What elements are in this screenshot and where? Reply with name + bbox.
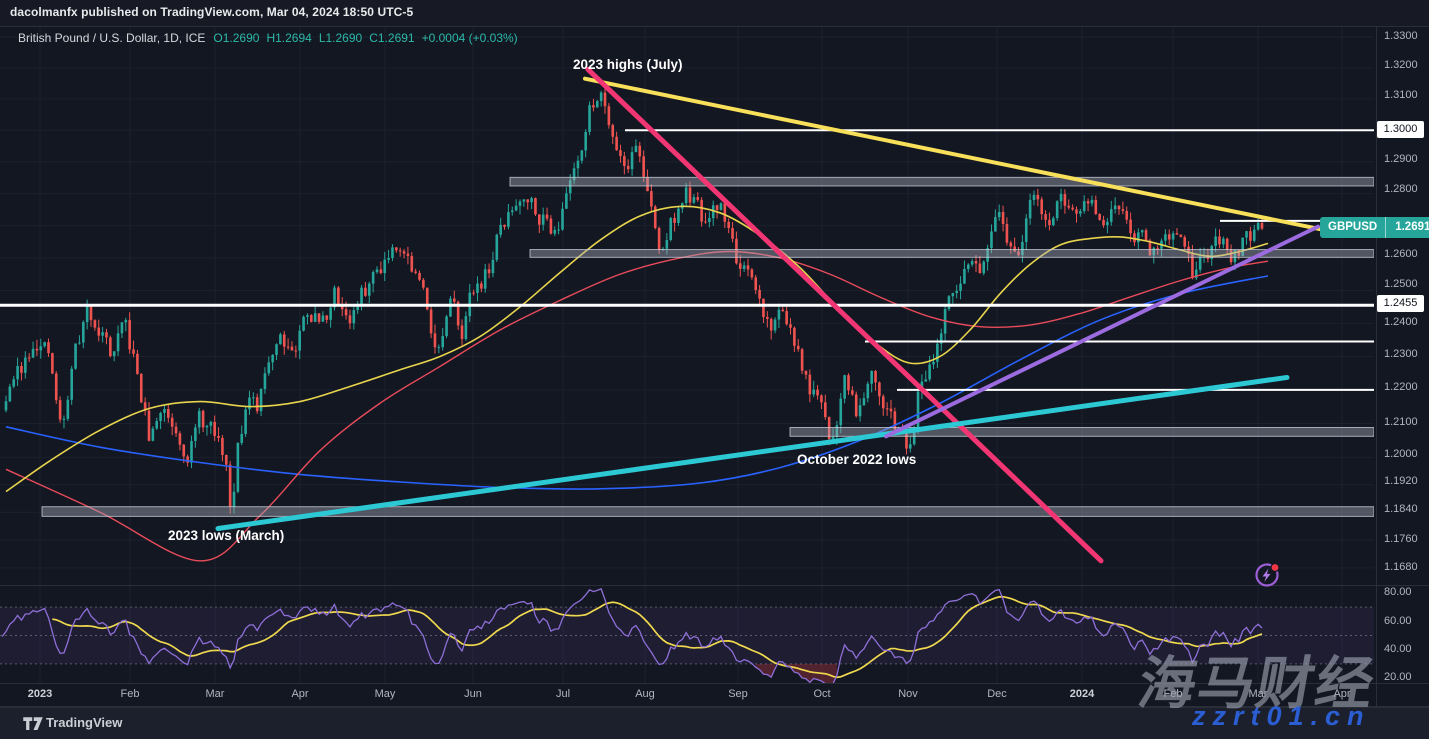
- price-tick: 1.2500: [1384, 278, 1418, 290]
- publish-text: dacolmanfx published on TradingView.com,…: [10, 5, 414, 19]
- price-tick: 1.1920: [1384, 475, 1418, 487]
- open-value: O1.2690: [213, 31, 260, 45]
- time-tick: Mar: [205, 688, 225, 700]
- time-tick: Jul: [555, 688, 571, 700]
- high-value: H1.2694: [266, 31, 312, 45]
- bottom-brand-bar: TradingView: [0, 707, 1429, 739]
- ideas-flash-icon[interactable]: [1253, 560, 1283, 590]
- text-annotation[interactable]: 2023 highs (July): [573, 57, 683, 72]
- price-level-badge: 1.2455: [1377, 294, 1424, 312]
- rsi-tick: 80.00: [1384, 586, 1412, 598]
- price-tick: 1.3300: [1384, 30, 1418, 42]
- notification-dot: [1271, 564, 1279, 571]
- price-tick: 1.2200: [1384, 381, 1418, 393]
- time-tick: Aug: [635, 688, 655, 700]
- watermark-site: zzrt01.cn: [1192, 701, 1371, 731]
- publish-bar: dacolmanfx published on TradingView.com,…: [0, 0, 1429, 26]
- tradingview-brand-label[interactable]: TradingView: [46, 715, 123, 730]
- rsi-tick: 20.00: [1384, 671, 1412, 683]
- price-tick: 1.1840: [1384, 503, 1418, 515]
- time-tick: 2024: [1069, 688, 1095, 700]
- price-tick: 1.2100: [1384, 416, 1418, 428]
- time-tick: Sep: [728, 688, 748, 700]
- time-tick: Feb: [1163, 688, 1183, 700]
- price-tick: 1.1760: [1384, 533, 1418, 545]
- tradingview-logo-icon[interactable]: [20, 715, 46, 733]
- rsi-tick: 40.00: [1384, 643, 1412, 655]
- time-tick: Feb: [120, 688, 140, 700]
- price-tick: 1.2300: [1384, 348, 1418, 360]
- price-tick: 1.2800: [1384, 183, 1418, 195]
- price-tick: 1.2900: [1384, 153, 1418, 165]
- price-tick: 1.2400: [1384, 316, 1418, 328]
- time-tick: Nov: [898, 688, 918, 700]
- ohlc-values: O1.2690 H1.2694 L1.2690 C1.2691 +0.0004 (+0.…: [213, 31, 524, 45]
- time-tick: Jun: [464, 688, 482, 700]
- price-tick: 1.3200: [1384, 59, 1418, 71]
- price-tick: 1.1680: [1384, 561, 1418, 573]
- price-tick: 1.3100: [1384, 89, 1418, 101]
- time-tick: 2023: [27, 688, 53, 700]
- last-price-label: GBPUSD 1.2691: [1320, 216, 1429, 238]
- time-tick: Oct: [813, 688, 831, 700]
- price-tick: 1.2600: [1384, 248, 1418, 260]
- time-tick: Mar: [1248, 688, 1268, 700]
- rsi-tick: 60.00: [1384, 615, 1412, 627]
- price-level-badge: 1.3000: [1377, 120, 1424, 138]
- time-tick: Dec: [987, 688, 1007, 700]
- last-price-symbol: GBPUSD: [1320, 216, 1387, 238]
- price-tick: 1.2000: [1384, 448, 1418, 460]
- change-value: +0.0004 (+0.03%): [421, 31, 518, 45]
- low-value: L1.2690: [318, 31, 363, 45]
- time-tick: Apr: [291, 688, 309, 700]
- text-annotation[interactable]: 2023 lows (March): [168, 528, 285, 543]
- text-annotation[interactable]: October 2022 lows: [797, 452, 917, 467]
- close-value: C1.2691: [369, 31, 415, 45]
- symbol-title: British Pound / U.S. Dollar, 1D, ICE: [18, 31, 206, 45]
- lightning-bolt-icon: [1262, 568, 1271, 582]
- time-tick: Apr: [1333, 688, 1351, 700]
- time-tick: May: [374, 688, 396, 700]
- symbol-legend[interactable]: British Pound / U.S. Dollar, 1D, ICE O1.2…: [18, 31, 525, 45]
- last-price-value: 1.2691: [1386, 216, 1429, 238]
